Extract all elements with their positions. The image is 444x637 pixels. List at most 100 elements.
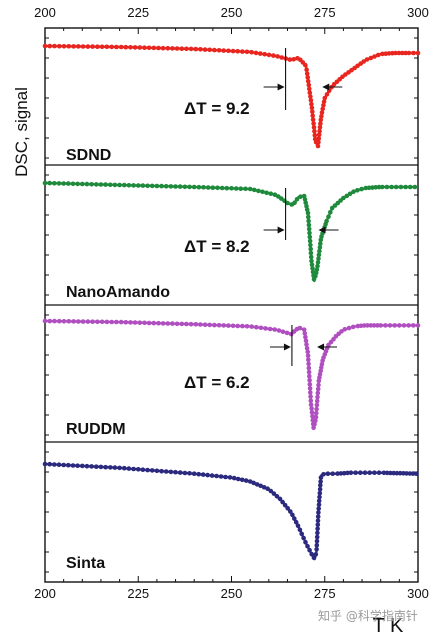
data-point <box>70 463 76 468</box>
data-point <box>287 57 293 62</box>
data-point <box>371 323 377 328</box>
data-point <box>260 189 265 195</box>
data-point <box>244 49 250 55</box>
data-point <box>317 375 322 380</box>
x-axis-label: T K <box>373 615 404 637</box>
data-point <box>308 254 314 260</box>
data-point <box>362 470 368 476</box>
data-point <box>42 180 48 186</box>
data-point <box>226 323 231 328</box>
data-point <box>407 471 413 476</box>
data-point <box>207 47 212 53</box>
data-point <box>316 510 321 515</box>
data-point <box>308 98 314 103</box>
data-point <box>188 46 194 52</box>
data-point <box>85 319 91 324</box>
arrow-head <box>322 83 330 91</box>
x-tick-label-top: 275 <box>314 5 336 20</box>
data-point <box>57 318 62 324</box>
data-point <box>393 50 398 56</box>
data-point <box>403 50 408 56</box>
data-point <box>341 470 347 476</box>
data-point <box>307 86 312 92</box>
data-point <box>219 185 225 191</box>
data-point <box>301 535 306 541</box>
delta-t-label: ΔT = 8.2 <box>184 237 250 256</box>
data-point <box>71 319 76 324</box>
data-point <box>66 319 72 324</box>
data-point <box>318 117 324 123</box>
data-point <box>317 128 322 134</box>
series-sinta: Sinta <box>42 461 419 572</box>
data-point <box>315 143 321 149</box>
data-point <box>411 50 416 56</box>
data-point <box>348 470 354 476</box>
delta-t-label: ΔT = 9.2 <box>184 99 250 118</box>
delta-t-annotation: ΔT = 9.2 <box>184 48 343 118</box>
data-point <box>314 402 320 408</box>
data-point <box>89 182 94 187</box>
top-tick-labels: 200 225 250 275 300 <box>34 5 429 34</box>
data-point <box>165 321 171 326</box>
data-point <box>375 323 380 328</box>
data-point <box>126 183 132 188</box>
data-point <box>314 534 320 540</box>
data-point <box>290 512 295 518</box>
y-axis-label: DSC, signal <box>12 87 31 177</box>
data-point <box>230 48 236 54</box>
data-point <box>315 526 320 532</box>
data-point <box>317 494 322 500</box>
data-point <box>42 43 48 49</box>
data-point <box>328 210 333 215</box>
data-point <box>140 467 146 473</box>
data-point <box>272 327 278 332</box>
data-point <box>308 398 314 404</box>
data-point <box>368 323 374 328</box>
data-point <box>394 470 400 476</box>
data-point <box>216 322 222 328</box>
data-point <box>397 470 403 476</box>
arrow-head <box>318 226 326 234</box>
data-point <box>70 181 76 187</box>
data-point <box>137 320 143 326</box>
data-point <box>307 386 313 391</box>
data-point <box>103 464 108 470</box>
series-points <box>42 318 421 431</box>
data-point <box>196 471 201 477</box>
data-point <box>243 478 249 483</box>
data-point <box>118 44 124 50</box>
data-point <box>315 263 320 269</box>
data-point <box>114 44 119 50</box>
data-point <box>140 183 146 188</box>
data-point <box>376 470 382 476</box>
data-point <box>173 184 178 189</box>
data-point <box>235 49 240 54</box>
data-point <box>266 52 272 58</box>
data-point <box>307 230 312 236</box>
data-point <box>196 184 202 190</box>
data-point <box>321 103 326 108</box>
data-point <box>307 90 313 95</box>
data-point <box>240 323 245 329</box>
data-point <box>187 184 192 190</box>
data-point <box>315 518 321 523</box>
data-point <box>375 52 381 58</box>
data-point <box>316 136 322 141</box>
data-point <box>397 323 402 328</box>
data-point <box>297 527 303 533</box>
data-point <box>218 474 224 479</box>
data-point <box>292 516 297 521</box>
data-point <box>380 184 385 190</box>
data-point <box>47 318 53 324</box>
arrow-head <box>283 343 291 351</box>
data-point <box>309 101 314 107</box>
data-point <box>249 49 254 55</box>
data-point <box>128 45 133 50</box>
data-point <box>378 323 384 328</box>
data-point <box>392 323 398 328</box>
data-point <box>160 321 166 326</box>
data-point <box>230 323 236 329</box>
data-point <box>145 183 150 189</box>
data-point <box>305 353 311 359</box>
